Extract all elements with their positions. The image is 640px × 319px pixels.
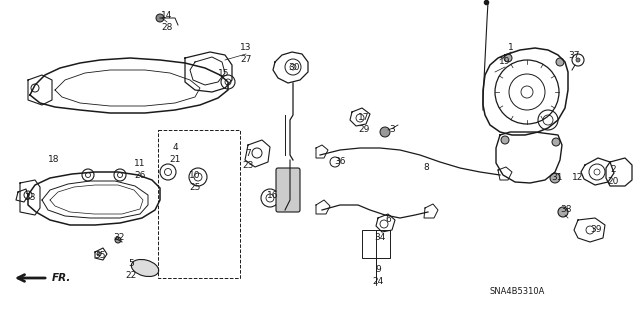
Text: 14: 14 [161,11,173,19]
Text: 32: 32 [113,234,125,242]
Text: 5: 5 [128,259,134,269]
Text: 39: 39 [590,226,602,234]
Circle shape [380,127,390,137]
Text: 15: 15 [218,70,230,78]
Text: SNA4B5310A: SNA4B5310A [490,287,545,296]
Text: 20: 20 [607,177,619,187]
Circle shape [558,207,568,217]
Text: 31: 31 [551,174,563,182]
Circle shape [550,173,560,183]
Text: FR.: FR. [52,273,72,283]
Text: 23: 23 [243,160,253,169]
Text: 38: 38 [560,205,572,214]
Text: 7: 7 [245,149,251,158]
Text: 2: 2 [610,166,616,174]
FancyBboxPatch shape [276,168,300,212]
Text: 27: 27 [240,56,252,64]
Text: 13: 13 [240,43,252,53]
Text: 10: 10 [189,170,201,180]
Text: 28: 28 [161,23,173,32]
Text: 1: 1 [508,42,514,51]
Text: 26: 26 [134,170,146,180]
Text: 25: 25 [189,182,201,191]
Circle shape [556,58,564,66]
Text: 16: 16 [268,190,279,199]
Text: 4: 4 [172,144,178,152]
Text: 34: 34 [374,233,386,241]
Bar [362,230,390,258]
Text: 3: 3 [389,125,395,135]
Text: 29: 29 [358,124,370,133]
Text: 30: 30 [288,63,300,72]
Bar [158,130,240,278]
Text: 17: 17 [358,113,370,122]
Text: 18: 18 [48,155,60,165]
Text: 6: 6 [385,216,391,225]
Text: 12: 12 [572,174,584,182]
Text: 36: 36 [334,158,346,167]
Text: 11: 11 [134,159,146,167]
Circle shape [156,14,164,22]
Text: 22: 22 [125,271,136,280]
Circle shape [576,58,580,62]
Text: 24: 24 [372,278,383,286]
Text: 19: 19 [499,57,511,66]
Circle shape [504,54,512,62]
Circle shape [115,237,121,243]
Text: 21: 21 [170,155,180,165]
Text: 8: 8 [423,164,429,173]
Text: 37: 37 [568,50,580,60]
Circle shape [501,136,509,144]
Ellipse shape [131,259,159,277]
Circle shape [552,138,560,146]
Circle shape [97,252,101,256]
Text: 9: 9 [375,265,381,275]
Text: 35: 35 [94,250,106,259]
Text: 33: 33 [24,194,36,203]
